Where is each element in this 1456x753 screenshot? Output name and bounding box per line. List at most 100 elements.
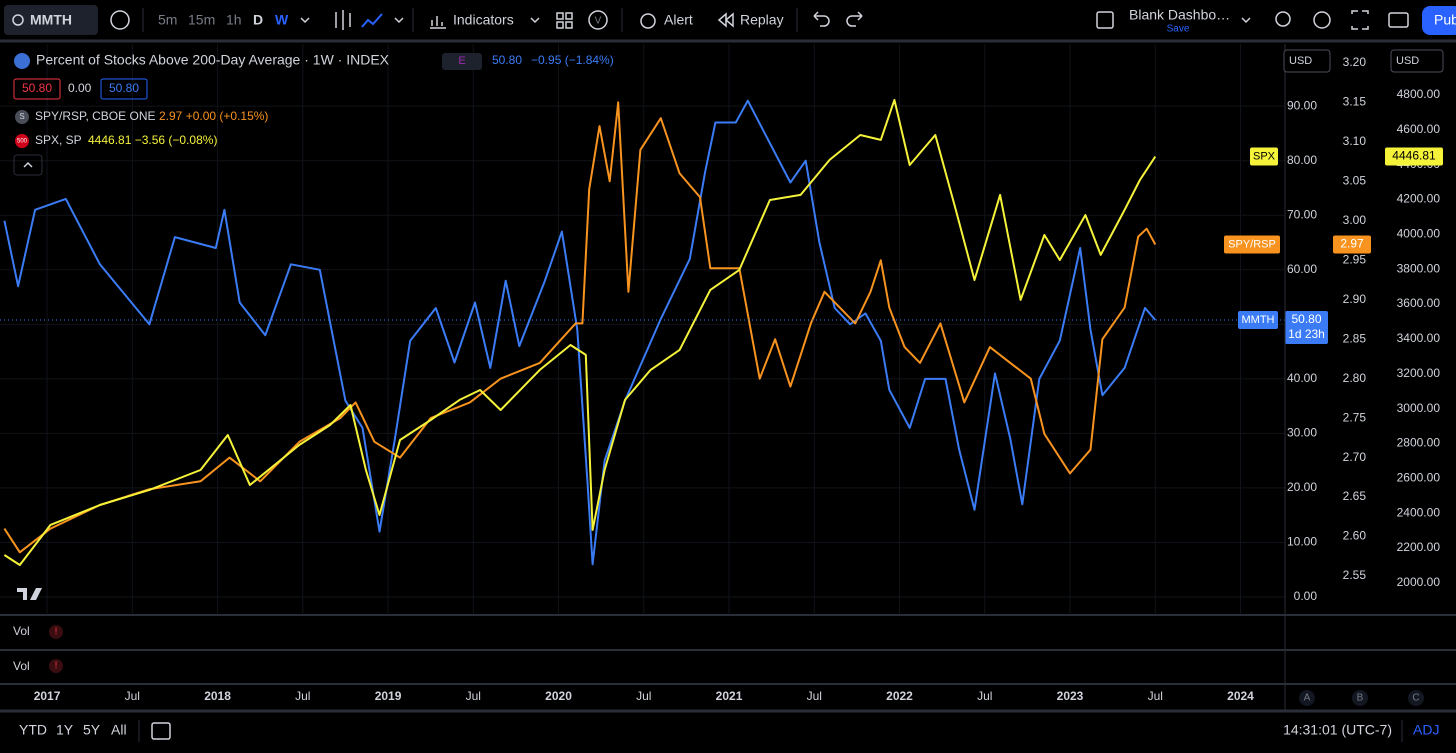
alert[interactable]: Alert	[664, 12, 693, 28]
line-icon[interactable]	[361, 13, 383, 28]
collapse-legend[interactable]	[13, 154, 43, 176]
publish[interactable]: Pub	[1434, 12, 1456, 28]
layout-icon[interactable]	[1096, 11, 1114, 29]
value-box	[100, 78, 148, 100]
y-tick-label: 60.00	[1287, 262, 1317, 276]
countdown: 1d 23h	[1288, 327, 1325, 341]
price-tag-label: 4446.81	[1392, 149, 1436, 163]
scale-button[interactable]	[1352, 690, 1368, 706]
chevron[interactable]	[300, 17, 310, 24]
interval[interactable]: D	[253, 12, 263, 28]
symbol[interactable]: MMTH	[30, 12, 72, 28]
y-tick-label: 3200.00	[1397, 366, 1441, 380]
scale-button[interactable]	[1408, 690, 1424, 706]
quick-search[interactable]	[1275, 11, 1291, 27]
settings[interactable]	[1313, 11, 1331, 29]
indicators[interactable]: Indicators	[453, 12, 514, 28]
y-tick-label: 2.80	[1343, 371, 1367, 385]
chevron[interactable]	[394, 17, 404, 24]
y-tick-label: 40.00	[1287, 371, 1317, 385]
x-tick-label: Jul	[466, 689, 481, 703]
pane-alert: !	[55, 661, 58, 672]
compare-label: V	[595, 16, 602, 27]
goto-date[interactable]	[151, 722, 171, 740]
range-button[interactable]: 5Y	[83, 722, 101, 738]
adjust[interactable]: ADJ	[1413, 722, 1439, 738]
pane-alert-icon[interactable]	[49, 659, 63, 673]
series-tag-name: SPX	[1253, 150, 1276, 162]
interval[interactable]: 5m	[158, 12, 177, 28]
collapse-icon	[23, 161, 33, 168]
y-tick-label: 3.10	[1343, 134, 1367, 148]
x-tick-label: 2022	[886, 689, 913, 703]
pane-alert: !	[55, 627, 58, 638]
replay-icon[interactable]	[717, 12, 734, 28]
y-tick-label: 2.60	[1343, 529, 1367, 543]
y-tick-label: 2400.00	[1397, 505, 1441, 519]
symbol-icon-label: 500	[17, 139, 28, 145]
x-tick-label: Jul	[125, 689, 140, 703]
save[interactable]: Save	[1167, 24, 1190, 35]
replay[interactable]: Replay	[740, 12, 784, 28]
scale-button-label[interactable]: A	[1304, 693, 1311, 704]
snapshot[interactable]	[1388, 12, 1409, 28]
chevron[interactable]	[1241, 17, 1251, 24]
x-tick-label: Jul	[977, 689, 992, 703]
series-tag	[1224, 235, 1280, 254]
x-tick-label: 2021	[716, 689, 743, 703]
series-tag	[1250, 147, 1278, 166]
alert-icon[interactable]	[640, 13, 656, 29]
interval[interactable]: 15m	[188, 12, 215, 28]
undo[interactable]	[813, 11, 830, 27]
scale-button-label[interactable]: C	[1412, 693, 1419, 704]
series-tag-name: SPY/RSP	[1228, 238, 1276, 250]
x-tick-label: 2019	[375, 689, 402, 703]
currency[interactable]: USD	[1289, 55, 1312, 67]
y-tick-label: 20.00	[1287, 480, 1317, 494]
currency-select[interactable]	[1390, 49, 1444, 73]
y-tick-label: 3.00	[1343, 213, 1367, 227]
add-symbol[interactable]	[110, 10, 130, 30]
x-tick-label: 2024	[1227, 689, 1254, 703]
y-tick-label: 30.00	[1287, 426, 1317, 440]
redo[interactable]	[846, 11, 863, 27]
range-button[interactable]: All	[111, 722, 127, 738]
tv-logo	[17, 588, 42, 600]
y-tick-label: 4800.00	[1397, 87, 1441, 101]
compare-icon[interactable]	[588, 10, 608, 30]
last-value: 50.80	[492, 53, 522, 67]
y-tick-label: 10.00	[1287, 535, 1317, 549]
layout-name[interactable]: Blank Dashbo…	[1129, 7, 1230, 23]
symbol-search[interactable]	[4, 5, 98, 35]
indicators-icon[interactable]	[430, 16, 446, 29]
flag-icon	[14, 53, 30, 69]
y-tick-label: 2.75	[1343, 410, 1367, 424]
value-box	[13, 78, 61, 100]
chevron[interactable]	[530, 17, 540, 24]
pane-name: Vol	[13, 624, 30, 638]
series-values: 2.97 +0.00 (+0.15%)	[159, 109, 268, 123]
templates-icon[interactable]	[556, 12, 573, 29]
range-button[interactable]: 1Y	[56, 722, 74, 738]
scale-button-label[interactable]: B	[1357, 693, 1364, 704]
currency[interactable]: USD	[1396, 55, 1419, 67]
y-tick-label: 2.85	[1343, 331, 1367, 345]
search-icon	[12, 14, 24, 26]
publish-button[interactable]	[1422, 6, 1456, 35]
x-tick-label: 2023	[1057, 689, 1084, 703]
y-tick-label: 2200.00	[1397, 540, 1441, 554]
price-tag	[1333, 235, 1371, 254]
currency-select[interactable]	[1283, 49, 1331, 73]
range-button[interactable]: YTD	[19, 722, 47, 738]
scale-button[interactable]	[1299, 690, 1315, 706]
interval[interactable]: 1h	[226, 12, 242, 28]
y-tick-label: 2.65	[1343, 489, 1367, 503]
pane-alert-icon[interactable]	[49, 625, 63, 639]
y-tick-label: 2.90	[1343, 292, 1367, 306]
fullscreen[interactable]	[1351, 10, 1369, 30]
y-tick-label: 3.15	[1343, 95, 1367, 109]
chart-type-icon[interactable]	[335, 10, 351, 30]
value-box-label: 50.80	[109, 81, 139, 95]
interval[interactable]: W	[275, 12, 289, 28]
